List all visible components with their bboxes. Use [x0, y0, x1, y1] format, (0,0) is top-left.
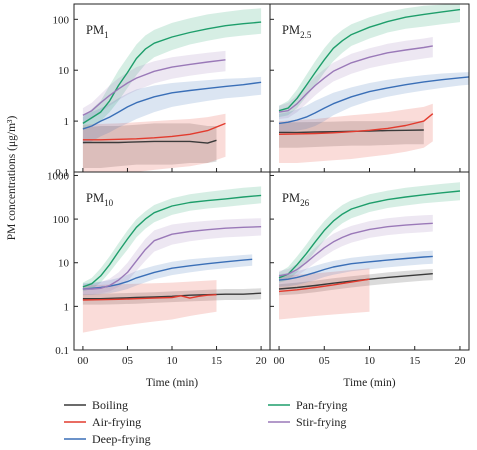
- x-tick-label: 00: [274, 355, 286, 367]
- line-pan-frying: [278, 8, 461, 112]
- x-tick-label: 20: [256, 355, 268, 367]
- line-deep-frying: [278, 76, 469, 125]
- legend-label-air-frying: Air-frying: [92, 415, 141, 429]
- band-deep-frying: [82, 254, 253, 296]
- band-stir-frying: [279, 214, 433, 282]
- y-tick-label: 0.1: [55, 167, 69, 179]
- x-tick-label: 10: [364, 355, 376, 367]
- panel-title-subscript: 10: [104, 198, 114, 208]
- line-pan-frying: [82, 21, 262, 124]
- y-tick-label: 1: [64, 116, 70, 128]
- line-pan-frying: [278, 190, 461, 279]
- line-air-frying: [82, 294, 217, 301]
- plot-area: [278, 182, 461, 320]
- panel-title-main: PM: [86, 23, 104, 37]
- line-stir-frying: [82, 59, 226, 116]
- line-boiling: [82, 292, 262, 300]
- panel-title-subscript: 2.5: [300, 30, 312, 40]
- band-air-frying: [82, 280, 217, 333]
- band-stir-frying: [82, 218, 262, 295]
- panel-title: PM10: [86, 191, 114, 208]
- x-tick-label: 00: [77, 355, 89, 367]
- x-axis-title: Time (min): [343, 377, 395, 389]
- panel-title-subscript: 1: [104, 30, 109, 40]
- legend-label-deep-frying: Deep-frying: [92, 432, 151, 446]
- y-tick-label: 10: [58, 65, 70, 77]
- panel-title: PM1: [86, 23, 109, 40]
- legend: Boiling Air-frying Deep-frying Pan-frying St…: [64, 398, 347, 446]
- band-boiling: [279, 269, 433, 296]
- line-pan-frying: [82, 194, 262, 288]
- legend-label-stir-frying: Stir-frying: [296, 415, 346, 429]
- line-deep-frying: [278, 255, 433, 281]
- y-tick-label: 1: [64, 301, 70, 313]
- panel-title: PM26: [282, 191, 310, 208]
- y-tick-label: 100: [53, 14, 70, 26]
- x-tick-label: 05: [319, 355, 331, 367]
- panel-2: PM2.5: [269, 3, 470, 173]
- panel-title-main: PM: [86, 191, 104, 205]
- panel-title: PM2.5: [282, 23, 312, 40]
- panel-title-main: PM: [282, 23, 300, 37]
- line-air-frying: [278, 113, 434, 135]
- plot-area: [278, 4, 469, 163]
- band-stir-frying: [279, 37, 433, 119]
- x-tick-label: 15: [409, 355, 421, 367]
- line-deep-frying: [82, 81, 262, 130]
- legend-label-pan-frying: Pan-frying: [296, 398, 347, 412]
- legend-label-boiling: Boiling: [92, 398, 128, 412]
- panel-title-main: PM: [282, 191, 300, 205]
- y-tick-label: 0.1: [55, 345, 69, 357]
- band-air-frying: [279, 103, 433, 163]
- y-tick-label: 1000: [47, 170, 70, 182]
- band-stir-frying: [82, 50, 226, 124]
- x-tick-label: 05: [122, 355, 134, 367]
- y-tick-label: 100: [53, 214, 70, 226]
- x-tick-label: 15: [211, 355, 223, 367]
- plot-area: [82, 186, 262, 333]
- plot-area: [82, 8, 262, 172]
- band-air-frying: [82, 113, 226, 172]
- line-stir-frying: [82, 226, 262, 290]
- band-deep-frying: [279, 72, 469, 133]
- band-pan-frying: [82, 8, 262, 129]
- line-air-frying: [82, 122, 226, 141]
- panel-title-subscript: 26: [300, 198, 310, 208]
- x-tick-label: 10: [167, 355, 179, 367]
- y-axis-title: PM concentrations (μg/m³): [6, 116, 18, 241]
- y-tick-label: 10: [58, 258, 70, 270]
- x-axis-title: Time (min): [146, 377, 198, 389]
- line-stir-frying: [278, 45, 433, 113]
- line-air-frying: [278, 278, 370, 293]
- panel-4: 00 05 10 15 20 Time (min) PM26: [269, 171, 470, 389]
- line-boiling: [82, 139, 217, 144]
- band-deep-frying: [82, 76, 262, 145]
- line-stir-frying: [278, 222, 433, 277]
- x-tick-label: 20: [454, 355, 466, 367]
